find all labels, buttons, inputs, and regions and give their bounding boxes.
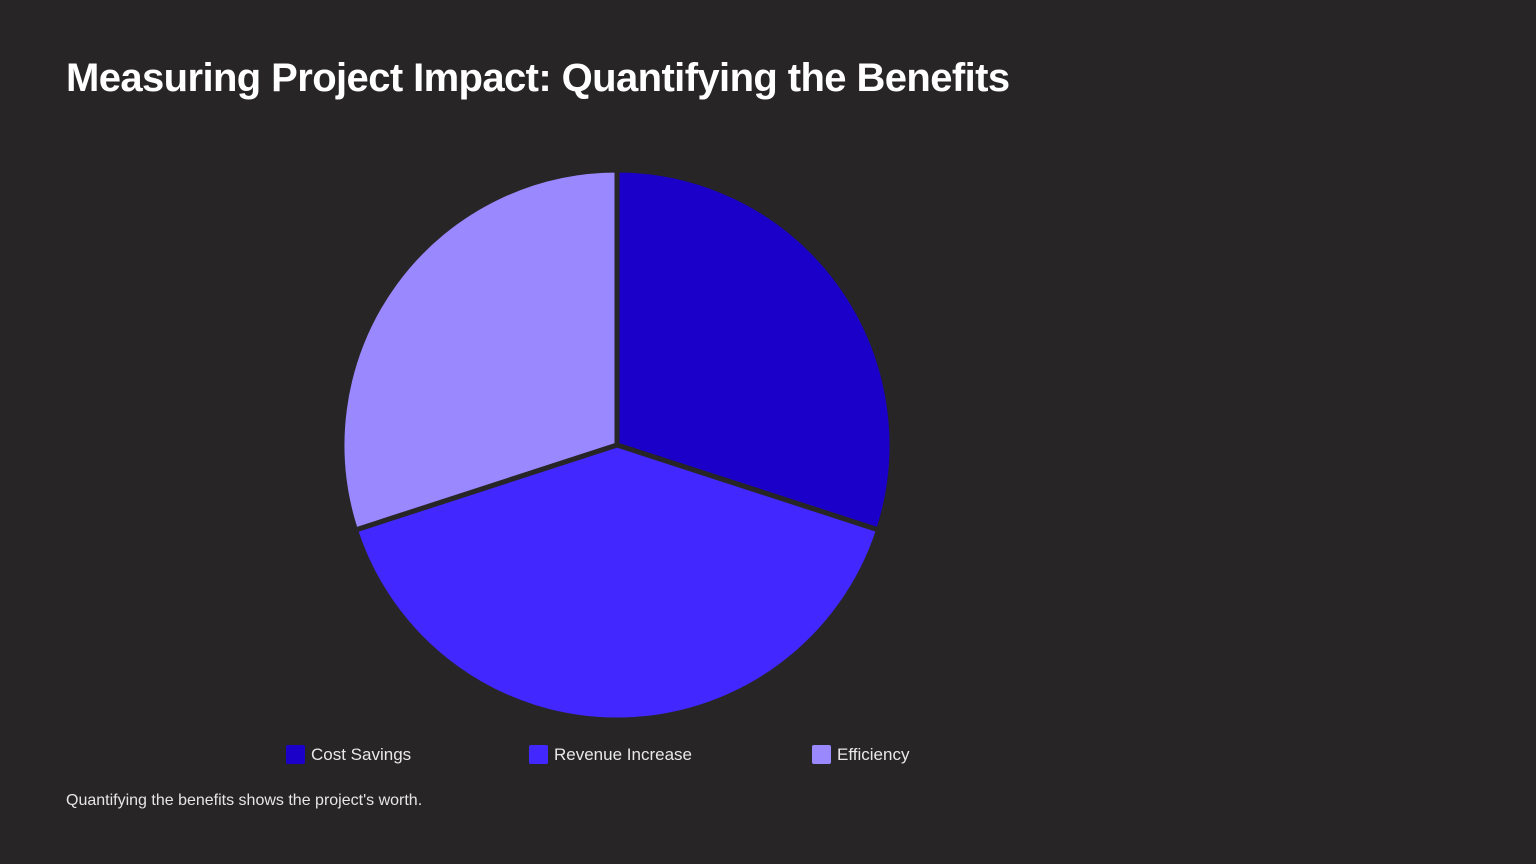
slide-title: Measuring Project Impact: Quantifying th… xyxy=(66,56,1010,100)
slide-caption: Quantifying the benefits shows the proje… xyxy=(66,792,423,809)
legend-swatch-cost-savings xyxy=(286,745,305,764)
legend-item-revenue-increase: Revenue Increase xyxy=(529,745,692,764)
legend-swatch-efficiency xyxy=(812,745,831,764)
legend-item-efficiency: Efficiency xyxy=(812,745,910,764)
legend-swatch-revenue-increase xyxy=(529,745,548,764)
legend-item-cost-savings: Cost Savings xyxy=(286,745,411,764)
pie-slice-revenue-increase xyxy=(352,442,882,723)
legend-label-efficiency: Efficiency xyxy=(837,745,910,764)
legend: Cost Savings Revenue Increase Efficiency xyxy=(286,745,910,764)
legend-label-revenue-increase: Revenue Increase xyxy=(554,745,692,764)
pie-slices xyxy=(339,167,895,723)
pie-slice-cost-savings xyxy=(614,167,895,533)
pie-slice-efficiency xyxy=(339,167,620,533)
legend-label-cost-savings: Cost Savings xyxy=(311,745,411,764)
